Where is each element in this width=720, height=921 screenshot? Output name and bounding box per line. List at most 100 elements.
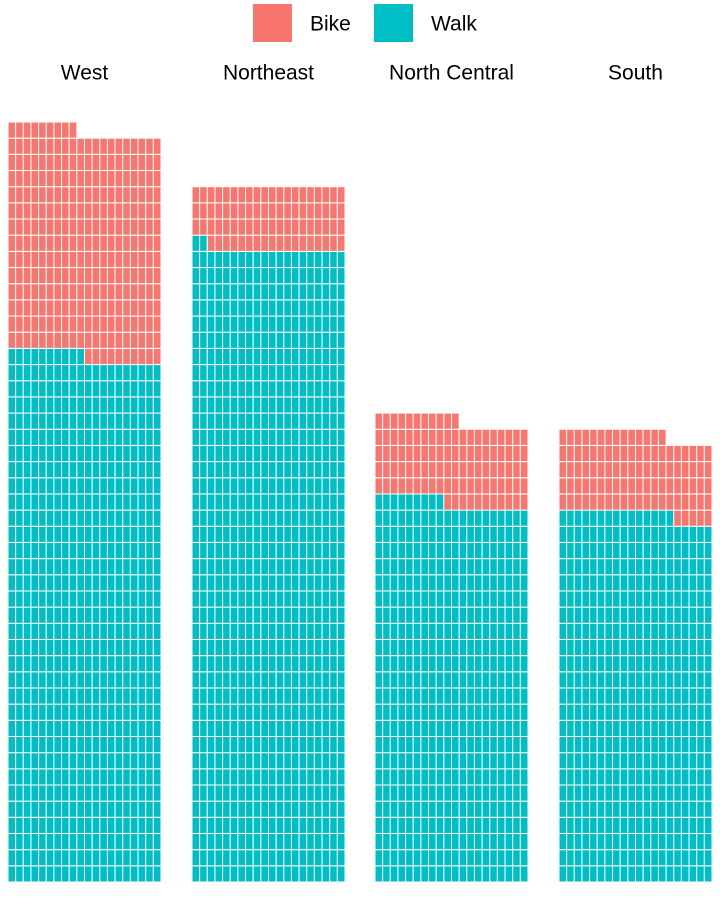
waffle-cell bbox=[466, 865, 475, 883]
waffle-cell bbox=[206, 816, 216, 834]
waffle-cell bbox=[106, 622, 116, 640]
waffle-cell bbox=[412, 768, 422, 786]
waffle-cell bbox=[260, 283, 270, 301]
waffle-cell bbox=[237, 525, 247, 543]
waffle-cell bbox=[428, 832, 437, 851]
waffle-cell bbox=[275, 525, 285, 543]
waffle-cell bbox=[650, 752, 659, 770]
waffle-cell bbox=[657, 590, 667, 608]
waffle-cell bbox=[313, 412, 323, 430]
waffle-cell bbox=[566, 816, 575, 834]
waffle-cell bbox=[688, 574, 698, 592]
waffle-cell bbox=[496, 832, 506, 851]
waffle-cell bbox=[306, 396, 315, 414]
waffle-cell bbox=[191, 655, 201, 673]
waffle-cell bbox=[321, 412, 331, 430]
waffle-cell bbox=[589, 687, 598, 705]
waffle-cell bbox=[306, 735, 315, 754]
waffle-cell bbox=[22, 800, 32, 818]
waffle-cell bbox=[129, 186, 139, 204]
waffle-cell bbox=[15, 606, 24, 624]
waffle-cell bbox=[76, 267, 85, 285]
waffle-cell bbox=[145, 655, 154, 673]
waffle-cell bbox=[237, 331, 247, 349]
waffle-cell bbox=[45, 638, 55, 657]
waffle-cell bbox=[38, 396, 47, 414]
waffle-cell bbox=[329, 331, 338, 349]
waffle-cell bbox=[245, 800, 254, 818]
waffle-cell bbox=[673, 671, 682, 689]
waffle-cell bbox=[15, 396, 24, 414]
waffle-cell bbox=[84, 671, 93, 689]
waffle-cell bbox=[680, 509, 690, 527]
waffle-cell bbox=[114, 380, 124, 398]
waffle-cell bbox=[382, 444, 391, 463]
waffle-cell bbox=[45, 525, 55, 543]
waffle-cell bbox=[260, 412, 270, 430]
waffle-cell bbox=[106, 816, 116, 834]
waffle-cell bbox=[45, 768, 55, 786]
waffle-cell bbox=[214, 865, 224, 883]
waffle-cell bbox=[7, 735, 17, 754]
waffle-cell bbox=[336, 638, 346, 657]
waffle-cell bbox=[298, 477, 308, 495]
waffle-cell bbox=[635, 493, 644, 511]
waffle-cell bbox=[696, 832, 705, 851]
waffle-cell bbox=[696, 752, 705, 770]
waffle-cell bbox=[382, 752, 391, 770]
waffle-cell bbox=[290, 687, 300, 705]
waffle-cell bbox=[45, 865, 55, 883]
waffle-cell bbox=[137, 396, 147, 414]
waffle-cell bbox=[473, 606, 483, 624]
waffle-cell bbox=[152, 218, 162, 236]
waffle-cell bbox=[237, 541, 247, 560]
waffle-cell bbox=[199, 461, 208, 479]
waffle-cell bbox=[313, 735, 323, 754]
waffle-cell bbox=[313, 865, 323, 883]
waffle-cell bbox=[38, 558, 47, 576]
waffle-cell bbox=[45, 283, 55, 301]
panel-title: North Central bbox=[389, 62, 514, 85]
waffle-cell bbox=[268, 347, 277, 366]
waffle-cell bbox=[191, 719, 201, 737]
waffle-cell bbox=[68, 477, 78, 495]
waffle-cell bbox=[696, 849, 705, 867]
waffle-cell bbox=[688, 768, 698, 786]
waffle-cell bbox=[665, 558, 675, 576]
waffle-cell bbox=[252, 800, 262, 818]
waffle-cell bbox=[122, 655, 131, 673]
waffle-cell bbox=[22, 428, 32, 446]
waffle-cell bbox=[191, 671, 201, 689]
waffle-cell bbox=[619, 622, 629, 640]
waffle-cell bbox=[405, 428, 414, 446]
waffle-cell bbox=[245, 816, 254, 834]
waffle-cell bbox=[458, 428, 468, 446]
waffle-cell bbox=[268, 428, 277, 446]
waffle-cell bbox=[397, 703, 407, 721]
waffle-cell bbox=[229, 590, 239, 608]
waffle-group bbox=[7, 121, 162, 366]
waffle-cell bbox=[222, 832, 231, 851]
waffle-cell bbox=[106, 461, 116, 479]
waffle-cell bbox=[38, 202, 47, 220]
waffle-cell bbox=[61, 218, 70, 236]
waffle-cell bbox=[512, 525, 521, 543]
waffle-cell bbox=[53, 768, 63, 786]
waffle-cell bbox=[680, 444, 690, 463]
waffle-cell bbox=[45, 364, 55, 382]
waffle-cell bbox=[596, 752, 606, 770]
waffle-cell bbox=[99, 752, 108, 770]
waffle-cell bbox=[199, 655, 208, 673]
waffle-cell bbox=[114, 558, 124, 576]
waffle-cell bbox=[519, 703, 529, 721]
waffle-cell bbox=[38, 461, 47, 479]
waffle-cell bbox=[298, 525, 308, 543]
waffle-cell bbox=[268, 250, 277, 269]
waffle-cell bbox=[15, 267, 24, 285]
waffle-cell bbox=[252, 574, 262, 592]
waffle-cell bbox=[199, 444, 208, 463]
waffle-cell bbox=[45, 170, 55, 188]
waffle-cell bbox=[114, 170, 124, 188]
waffle-cell bbox=[283, 396, 292, 414]
waffle-cell bbox=[512, 574, 521, 592]
